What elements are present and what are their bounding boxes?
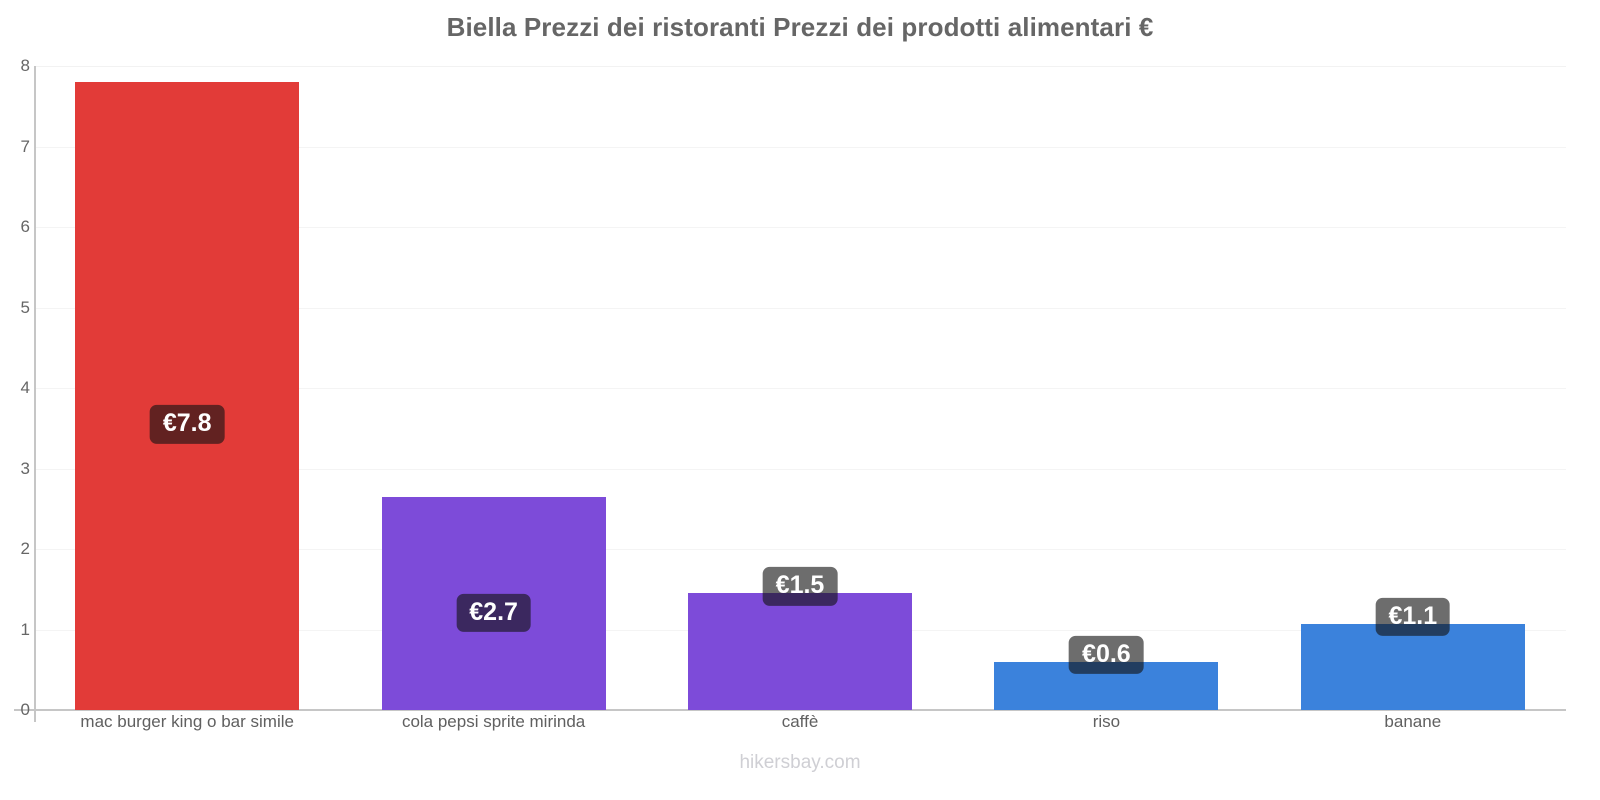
y-axis-tick-label: 1 (20, 619, 30, 639)
y-axis-tick-labels: 0 1 2 3 4 5 6 7 8 (0, 0, 30, 800)
gridline (34, 66, 1566, 67)
gridline (34, 227, 1566, 228)
y-axis-tick-label: 7 (20, 136, 30, 156)
x-axis-tick-label: mac burger king o bar simile (80, 712, 294, 731)
y-axis-tick-label: 8 (20, 56, 30, 75)
y-axis-tick-label: 5 (20, 297, 30, 317)
y-axis-line (34, 66, 36, 722)
x-axis-tick-label: banane (1384, 712, 1442, 731)
footer-credit: hikersbay.com (739, 752, 861, 773)
y-axis-tick-label: 0 (20, 700, 30, 719)
gridline (34, 549, 1566, 550)
gridline (34, 468, 1566, 470)
bar-value-label: €7.8 (149, 405, 225, 444)
y-axis-tick-label: 4 (20, 378, 30, 397)
bar-value-label: €1.5 (762, 567, 838, 606)
gridline (34, 146, 1566, 148)
x-axis-tick-label: cola pepsi sprite mirinda (401, 712, 586, 731)
bar-value-label: €0.6 (1069, 635, 1144, 674)
bar[interactable] (688, 593, 912, 710)
y-axis-tick-label: 2 (20, 539, 30, 558)
bar[interactable] (1300, 623, 1525, 710)
chart-title: Biella Prezzi dei ristoranti Prezzi dei … (446, 12, 1154, 42)
x-axis-line (14, 709, 1566, 711)
x-axis-tick-label: riso (1092, 712, 1121, 731)
bar[interactable] (75, 82, 300, 710)
x-axis-tick-label: caffè (781, 712, 819, 731)
bar-value-label: €2.7 (456, 593, 531, 633)
gridline (34, 307, 1566, 309)
y-axis-tick-label: 3 (20, 458, 30, 478)
gridline (34, 388, 1566, 389)
y-axis-tick-label: 6 (20, 217, 30, 236)
bar-value-label: €1.1 (1375, 597, 1451, 636)
